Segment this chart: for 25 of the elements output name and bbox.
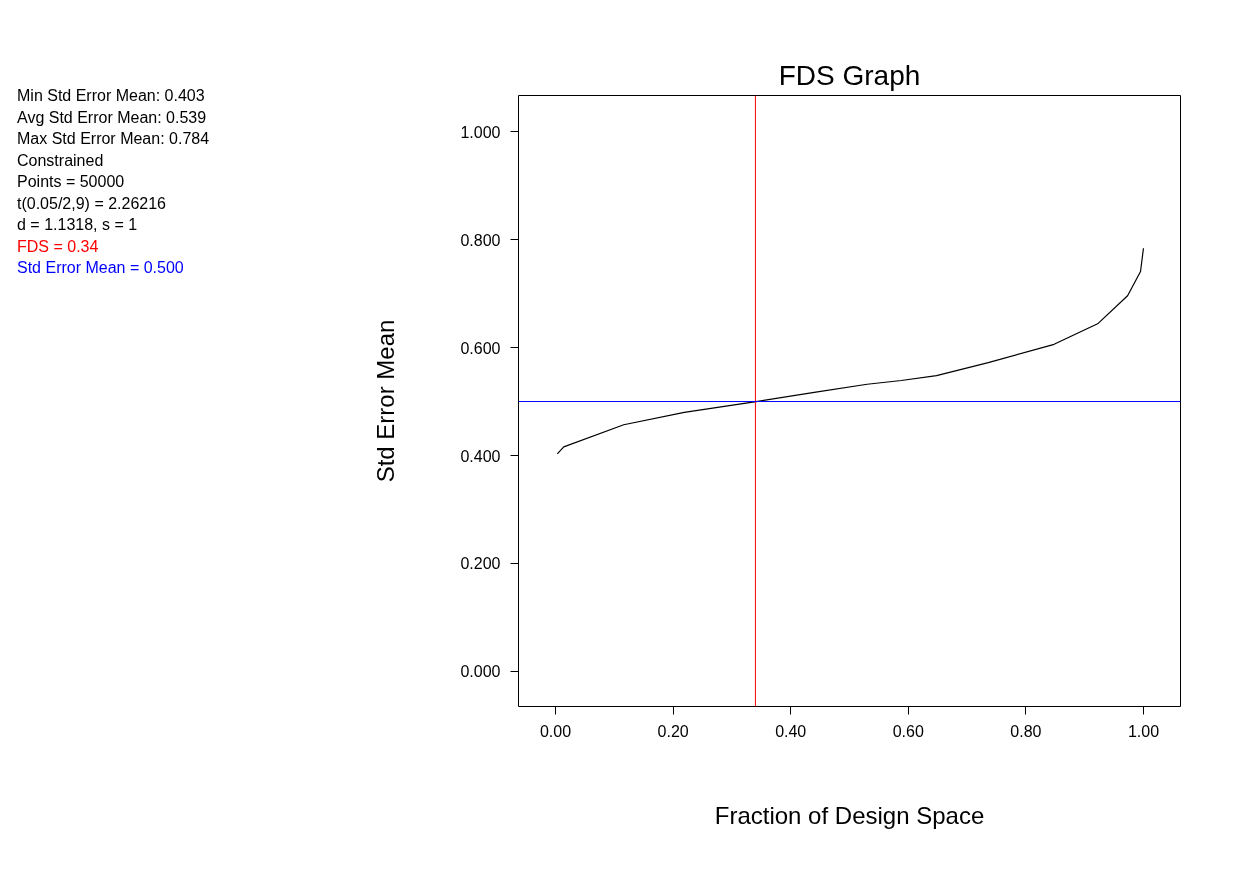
x-tick-label: 0.20: [657, 722, 689, 740]
text: Points = 50000: [17, 172, 126, 192]
x-tick-label: 0.80: [1010, 722, 1042, 740]
text: d = 1.1318, s = 1: [17, 215, 139, 235]
chart-title: FDS Graph: [778, 59, 921, 91]
text: Avg Std Error Mean: 0.539: [17, 107, 208, 128]
y-tick-label: 0.400: [460, 447, 501, 465]
y-tick-label: 0.600: [460, 339, 501, 357]
x-tick-label: 0.40: [775, 722, 807, 740]
y-axis-title: Std Error Mean: [372, 319, 400, 483]
ref-line-label: Std Error Mean = 0.500: [17, 258, 185, 278]
x-tick-label: 1.00: [1127, 722, 1160, 740]
y-tick-label: 1.000: [460, 123, 501, 141]
y-tick-label: 0.800: [460, 231, 501, 249]
x-axis-title: Fraction of Design Space: [714, 801, 985, 829]
x-tick-label: 0.00: [539, 722, 572, 740]
text: t(0.05/2,9) = 2.26216: [17, 193, 167, 214]
line-series: [556, 247, 1145, 455]
text: Min Std Error Mean: 0.403: [17, 86, 206, 106]
ref-line-label: FDS = 0.34: [17, 236, 100, 257]
text: Constrained: [17, 150, 105, 171]
x-tick-label: 0.60: [892, 722, 924, 740]
y-tick-label: 0.000: [460, 663, 501, 681]
y-tick-label: 0.200: [460, 555, 501, 573]
text: Max Std Error Mean: 0.784: [17, 129, 210, 149]
